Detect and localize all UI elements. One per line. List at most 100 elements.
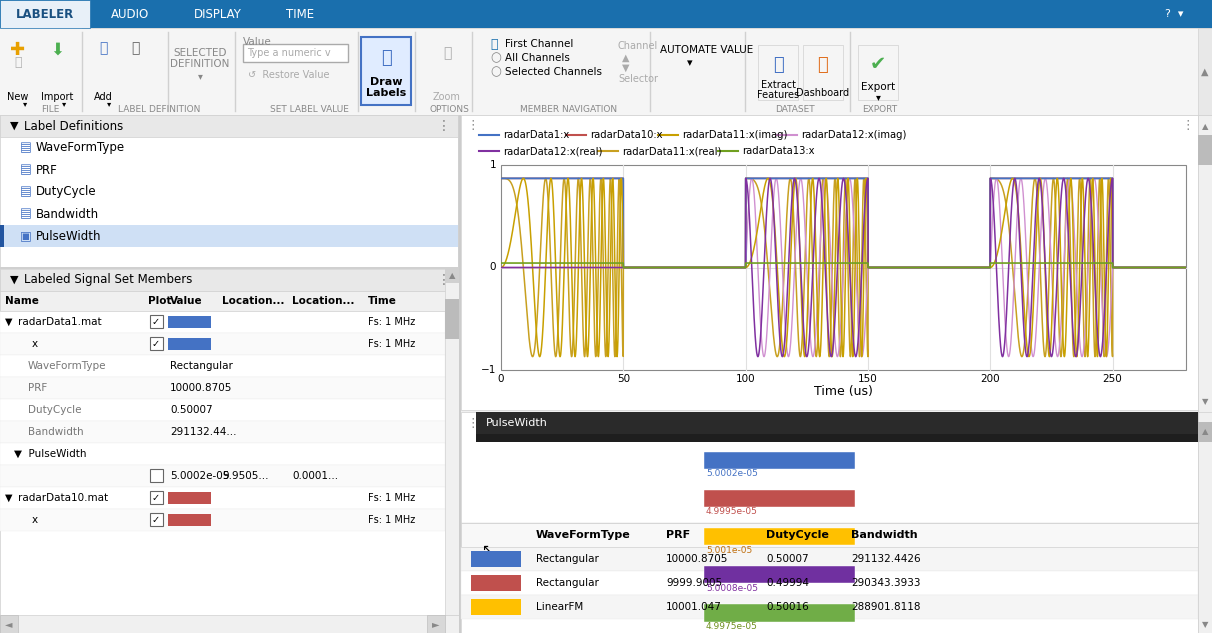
Text: DATASET: DATASET [774,106,814,115]
Text: Channel: Channel [618,41,658,51]
Bar [0,615,18,633]
Text: ▼: ▼ [10,121,18,131]
Text: radarData10:x: radarData10:x [590,130,663,140]
Text: 200: 200 [981,374,1000,384]
Text: Time (us): Time (us) [814,385,873,399]
Text: Rectangular: Rectangular [170,361,233,371]
Text: Value: Value [242,37,271,47]
Text: 📈: 📈 [818,56,828,74]
Text: Fs: 1 MHz: Fs: 1 MHz [368,515,416,525]
Text: ✓: ✓ [152,339,160,349]
Text: 0: 0 [490,263,496,272]
Bar [0,0,1212,28]
Text: Rectangular: Rectangular [536,553,599,563]
Text: WaveFormType: WaveFormType [536,529,630,539]
Bar [361,37,411,105]
Text: ⦿: ⦿ [490,37,497,51]
Bar [758,45,797,100]
Text: 0.50007: 0.50007 [170,405,212,415]
Bar [0,487,445,509]
Text: ▤: ▤ [21,163,32,177]
Text: Dashboard: Dashboard [796,88,850,98]
Bar [150,469,162,482]
Text: ○: ○ [490,51,501,65]
Bar [0,311,445,333]
Text: Value: Value [170,296,202,306]
Text: Extract: Extract [760,80,795,90]
Text: ✚: ✚ [11,41,25,59]
Text: WaveFormType: WaveFormType [28,361,107,371]
Text: 5.001e-05: 5.001e-05 [705,546,751,555]
Text: Export: Export [861,82,896,92]
Text: LinearFM: LinearFM [536,601,583,611]
Text: All Channels: All Channels [505,53,570,63]
Text: Fs: 1 MHz: Fs: 1 MHz [368,317,416,327]
Text: radarData12:x(real): radarData12:x(real) [503,146,602,156]
Text: ▾: ▾ [23,99,27,108]
Text: ▲: ▲ [1201,66,1208,77]
Bar [150,491,162,504]
Text: WaveFormType: WaveFormType [36,142,125,154]
Text: 9.9505...: 9.9505... [222,471,269,481]
Text: radarData11:x(real): radarData11:x(real) [623,146,722,156]
Text: Zoom: Zoom [433,92,461,102]
Text: TIME: TIME [286,8,314,20]
Text: Labeled Signal Set Members: Labeled Signal Set Members [24,273,193,287]
Text: ↖: ↖ [481,542,492,556]
Text: ▤: ▤ [21,208,32,220]
Text: ⋮: ⋮ [1182,120,1194,132]
Text: 5.0008e-05: 5.0008e-05 [705,584,758,593]
Text: 📄: 📄 [15,56,22,70]
Text: 5.0002e-05: 5.0002e-05 [170,471,229,481]
Text: Bandwidth: Bandwidth [36,208,99,220]
Bar [1197,412,1212,633]
Text: Type a numeric v: Type a numeric v [247,48,331,58]
Text: Selected Channels: Selected Channels [505,67,602,77]
Text: 250: 250 [1103,374,1122,384]
Text: AUDIO: AUDIO [110,8,149,20]
Bar [461,115,1197,410]
Text: 100: 100 [736,374,755,384]
Text: Features: Features [758,90,799,100]
Text: SELECTED: SELECTED [173,48,227,58]
Text: 10000.8705: 10000.8705 [667,553,728,563]
Text: 0.49994: 0.49994 [766,577,808,587]
Bar [471,575,521,591]
Text: PRF: PRF [36,163,58,177]
Text: PulseWidth: PulseWidth [486,418,548,428]
Bar [0,465,445,487]
Text: 📊: 📊 [772,56,783,74]
Text: Name: Name [5,296,39,306]
Text: 4.9975e-05: 4.9975e-05 [705,622,758,631]
Text: radarData1.mat: radarData1.mat [18,317,102,327]
Bar [242,44,348,62]
Text: x: x [32,339,38,349]
Text: ▾: ▾ [198,71,202,81]
Bar [1197,135,1212,165]
Text: ▲: ▲ [448,272,456,280]
Bar [704,605,854,622]
Bar [0,615,459,633]
Bar [704,528,854,545]
Text: LABELER: LABELER [16,8,74,20]
Bar [858,45,898,100]
Text: ▲: ▲ [1202,123,1208,132]
Text: Fs: 1 MHz: Fs: 1 MHz [368,339,416,349]
Text: 290343.3933: 290343.3933 [851,577,920,587]
Text: 🏷: 🏷 [381,49,391,67]
Text: 291132.44...: 291132.44... [170,427,236,437]
Text: Time: Time [368,296,396,306]
Text: Selector: Selector [618,74,658,84]
Text: EXPORT: EXPORT [862,106,897,115]
Bar [704,566,854,584]
Bar [150,315,162,328]
Text: ▼: ▼ [1202,620,1208,629]
Text: 150: 150 [858,374,877,384]
Text: ▲: ▲ [1202,427,1208,437]
Text: radarData11:x(imag): radarData11:x(imag) [682,130,788,140]
Text: radarData12:x(imag): radarData12:x(imag) [801,130,907,140]
Bar [476,412,1197,434]
Text: 0: 0 [498,374,504,384]
Text: AUTOMATE VALUE: AUTOMATE VALUE [661,45,753,55]
Bar [427,615,445,633]
